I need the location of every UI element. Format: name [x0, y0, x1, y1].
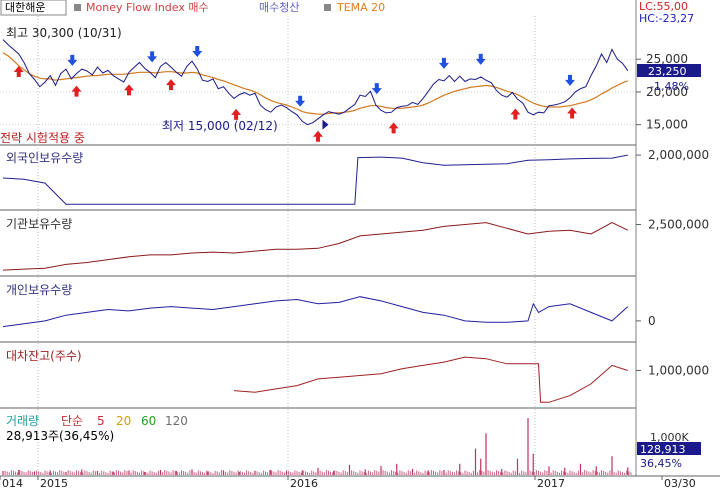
volume-value-box: [637, 442, 701, 455]
buy-signal-arrow-icon: [567, 107, 578, 119]
foreign-holdings-line: [2, 154, 628, 205]
ma-20: 20: [116, 414, 131, 428]
sell-signal-arrow-icon: [67, 54, 78, 66]
indicator-buy-exit[interactable]: 매수청산: [259, 1, 299, 14]
tema-line: [2, 52, 629, 115]
panel-tick-label: 1,000,000: [648, 363, 709, 377]
current-price: 23,250: [648, 65, 687, 78]
volume-value: 128,913: [640, 443, 686, 456]
low-annotation: 최저 15,000 (02/12): [162, 119, 278, 133]
sell-signal-arrow-icon: [565, 74, 575, 86]
buy-signal-arrow-icon: [231, 108, 242, 120]
buy-signal-arrow-icon: [388, 122, 399, 134]
sell-signal-arrow-icon: [192, 46, 203, 58]
individual-holdings-line: [2, 296, 629, 328]
ma-60: 60: [141, 414, 156, 428]
volume-tick-label: 1,000K: [650, 431, 689, 444]
x-tick-label: 014: [2, 477, 23, 490]
high-annotation: 최고 30,300 (10/31): [6, 26, 122, 40]
sell-signal-arrow-icon: [371, 83, 382, 95]
buy-signal-arrow-icon: [13, 66, 24, 78]
sell-signal-arrow-icon: [147, 51, 158, 63]
current-change: -1,48%: [650, 80, 689, 93]
institution-panel-title: 기관보유수량: [6, 217, 72, 231]
short-panel-title: 대차잔고(주수): [6, 349, 82, 363]
x-tick-label: 2016: [290, 477, 318, 490]
indicator-mfi[interactable]: Money Flow Index 매수: [86, 1, 209, 14]
ma-label: 단순: [61, 414, 83, 428]
stock-name: 대한해운: [5, 0, 45, 14]
individual-panel-title: 개인보유수량: [6, 283, 72, 297]
buy-signal-arrow-icon: [71, 85, 82, 97]
header-bar: [0, 0, 636, 16]
volume-current-label: 28,913주(36,45%): [6, 429, 114, 443]
short-balance-line: [233, 356, 628, 403]
buy-signal-arrow-icon: [124, 84, 134, 96]
buy-signal-arrow-icon: [510, 108, 521, 120]
price-tick-label: 20,000: [646, 85, 688, 99]
price-tick-label: 25,000: [646, 52, 688, 66]
sell-signal-arrow-icon: [439, 57, 449, 69]
price-box: [637, 64, 701, 77]
hc-label: HC:-23,27: [639, 12, 694, 25]
institution-holdings-line: [2, 222, 629, 271]
sell-signal-arrow-icon: [295, 95, 306, 107]
panel-tick-label: 2,500,000: [648, 218, 709, 232]
ma-5: 5: [97, 414, 105, 428]
indicator-square-icon: [74, 4, 81, 11]
x-tick-label: 2017: [537, 477, 565, 490]
foreign-panel-title: 외국인보유수량: [6, 151, 83, 165]
buy-signal-arrow-icon: [313, 130, 323, 142]
right-axis-area: [636, 0, 720, 490]
indicator-square-icon: [324, 4, 331, 11]
sell-signal-arrow-icon: [475, 53, 486, 65]
x-tick-label: 2015: [40, 477, 68, 490]
strategy-annotation: 전략 시험적용 중: [0, 131, 85, 145]
panel-tick-label: 2,000,000: [648, 148, 709, 162]
price-tick-label: 15,000: [646, 118, 688, 132]
lc-label: LC:55,00: [639, 0, 688, 13]
indicator-tema[interactable]: TEMA 20: [336, 1, 385, 14]
ma-120: 120: [165, 414, 188, 428]
stock-name-box[interactable]: [0, 0, 67, 16]
low-marker-icon: [322, 119, 329, 130]
panel-tick-label: 0: [648, 314, 656, 328]
buy-signal-arrow-icon: [166, 79, 176, 91]
volume-pct: 36,45%: [640, 457, 682, 470]
x-tick-label: 03/30: [664, 477, 696, 490]
price-line: [2, 39, 629, 126]
volume-panel-title: 거래량: [6, 414, 39, 428]
